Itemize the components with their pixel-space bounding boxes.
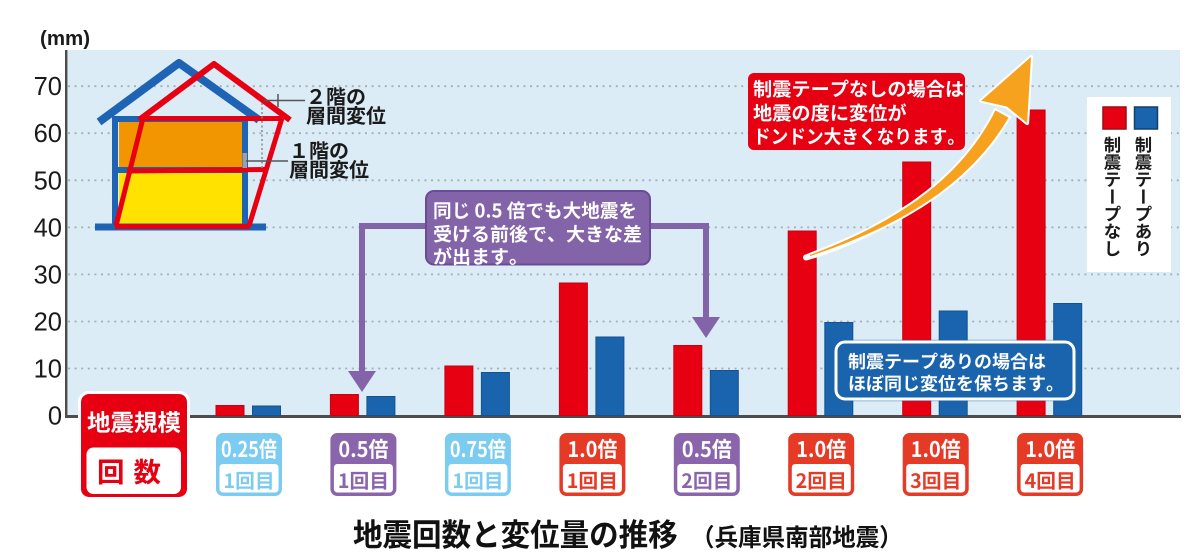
svg-text:70: 70	[34, 73, 62, 101]
svg-text:40: 40	[34, 214, 62, 242]
svg-text:10: 10	[34, 356, 62, 384]
svg-text:0: 0	[48, 403, 62, 431]
svg-text:30: 30	[34, 261, 62, 289]
svg-text:20: 20	[34, 309, 62, 337]
svg-text:(mm): (mm)	[40, 27, 90, 50]
svg-text:50: 50	[34, 167, 62, 195]
svg-text:60: 60	[34, 120, 62, 148]
